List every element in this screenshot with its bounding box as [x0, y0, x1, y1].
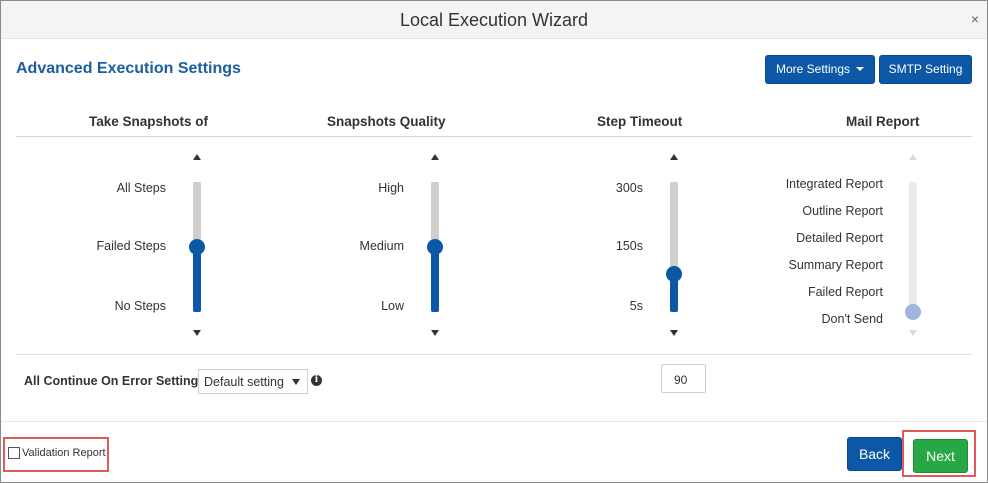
slider-track[interactable] [189, 182, 205, 312]
slider-fill [193, 247, 201, 312]
slider-track[interactable] [666, 182, 682, 312]
snapshots-option-no-steps[interactable]: No Steps [114, 299, 166, 313]
mail-option-detailed-report[interactable]: Detailed Report [796, 231, 883, 245]
step-timeout-input[interactable]: 90 [661, 364, 706, 393]
slider-thumb[interactable] [427, 239, 443, 255]
more-settings-label: More Settings [775, 62, 851, 76]
next-button-highlight: Next [902, 430, 976, 477]
validation-report-checkbox[interactable] [8, 447, 20, 459]
quality-option-medium[interactable]: Medium [359, 239, 404, 253]
next-button[interactable]: Next [913, 439, 968, 473]
section-title: Advanced Execution Settings [16, 60, 241, 77]
snapshots-of-header: Take Snapshots of [89, 114, 209, 129]
continue-on-error-select[interactable]: Default setting [198, 369, 308, 394]
snapshots-option-failed-steps[interactable]: Failed Steps [96, 239, 166, 253]
arrow-up-icon[interactable] [193, 154, 201, 160]
validation-report-label[interactable]: Validation Report [22, 447, 106, 459]
arrow-down-icon[interactable] [431, 330, 439, 336]
slider-track[interactable] [427, 182, 443, 312]
header-divider [16, 136, 972, 137]
arrow-down-icon[interactable] [909, 330, 917, 336]
validation-report-highlight: Validation Report [3, 437, 109, 472]
continue-on-error-value: Default setting [204, 375, 284, 389]
arrow-down-icon[interactable] [193, 330, 201, 336]
slider-thumb[interactable] [666, 266, 682, 283]
slider-fill [670, 274, 678, 312]
title-bar: Local Execution Wizard × [1, 1, 987, 39]
mail-report-header: Mail Report [846, 114, 920, 129]
arrow-up-icon[interactable] [431, 154, 439, 160]
chevron-down-icon [856, 66, 865, 71]
more-settings-button[interactable]: More Settings [765, 55, 875, 84]
snapshots-quality-header: Snapshots Quality [327, 114, 446, 129]
timeout-option-300s[interactable]: 300s [615, 181, 643, 195]
mail-option-failed-report[interactable]: Failed Report [807, 285, 883, 299]
dialog-title: Local Execution Wizard [399, 10, 589, 30]
slider-track[interactable] [905, 182, 921, 320]
arrow-up-icon[interactable] [670, 154, 678, 160]
timeout-option-5s[interactable]: 5s [629, 299, 643, 313]
mail-option-outline-report[interactable]: Outline Report [802, 204, 883, 218]
slider-fill [431, 247, 439, 312]
slider-thumb[interactable] [189, 239, 205, 255]
step-timeout-header: Step Timeout [597, 114, 683, 129]
arrow-down-icon[interactable] [670, 330, 678, 336]
quality-option-low[interactable]: Low [381, 299, 404, 313]
settings-divider [16, 354, 972, 355]
close-icon[interactable]: × [970, 11, 979, 27]
footer-divider [1, 421, 987, 422]
continue-on-error-label: All Continue On Error Settings [24, 374, 206, 388]
arrow-up-icon[interactable] [909, 154, 917, 160]
info-icon[interactable]: i [311, 375, 322, 386]
back-button[interactable]: Back [847, 437, 902, 471]
mail-option-summary-report[interactable]: Summary Report [788, 258, 883, 272]
smtp-setting-button[interactable]: SMTP Setting [879, 55, 972, 84]
chevron-down-icon [292, 379, 300, 385]
timeout-option-150s[interactable]: 150s [615, 239, 643, 253]
quality-option-high[interactable]: High [378, 181, 404, 195]
snapshots-option-all-steps[interactable]: All Steps [116, 181, 166, 195]
slider-thumb[interactable] [905, 304, 921, 320]
mail-option-dont-send[interactable]: Don't Send [821, 312, 883, 326]
mail-option-integrated-report[interactable]: Integrated Report [785, 177, 883, 191]
